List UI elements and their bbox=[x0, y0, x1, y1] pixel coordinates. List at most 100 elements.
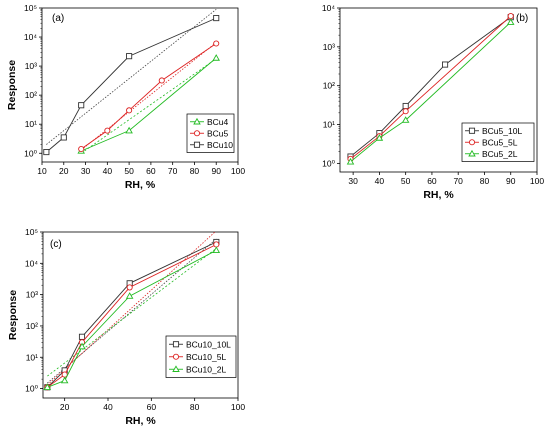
legend-entry: BCu5_10L bbox=[482, 126, 522, 136]
data-point-BCu10_2L bbox=[43, 383, 52, 390]
panel-label: (c) bbox=[50, 239, 62, 250]
y-tick-label: 10³ bbox=[26, 290, 38, 300]
data-point-BCu4 bbox=[212, 54, 220, 61]
legend-entry: BCu10_10L bbox=[186, 339, 231, 349]
data-point-BCu5_5L bbox=[507, 13, 514, 20]
legend-marker bbox=[193, 141, 201, 148]
x-tick-label: 50 bbox=[401, 176, 411, 186]
y-tick-label: 10¹ bbox=[323, 120, 335, 130]
x-tick-label: 80 bbox=[190, 166, 200, 176]
x-tick-label: 90 bbox=[506, 176, 516, 186]
legend-entry: BCu5_5L bbox=[482, 137, 518, 147]
data-point-BCu5_2L bbox=[506, 18, 515, 25]
data-point-BCu5_2L bbox=[401, 116, 410, 123]
plot-frame bbox=[41, 7, 239, 163]
series-line-BCu5_5L bbox=[350, 15, 512, 160]
legend-marker bbox=[468, 149, 476, 157]
data-point-BCu5 bbox=[158, 77, 165, 84]
y-tick-label: 10⁰ bbox=[25, 384, 38, 394]
x-tick-label: 40 bbox=[103, 166, 113, 176]
data-point-BCu10 bbox=[213, 15, 220, 22]
y-tick-label: 10⁴ bbox=[25, 258, 38, 268]
plot-frame bbox=[42, 231, 239, 399]
data-point-BCu10 bbox=[43, 149, 50, 156]
data-point-BCu5_2L bbox=[375, 134, 384, 141]
y-tick-label: 10⁰ bbox=[322, 158, 335, 168]
x-tick-label: 40 bbox=[103, 402, 113, 412]
x-tick-label: 100 bbox=[231, 402, 245, 412]
data-layer bbox=[43, 9, 220, 156]
y-tick-label: 10³ bbox=[25, 61, 37, 71]
y-tick-label: 10² bbox=[323, 81, 335, 91]
legend-marker bbox=[193, 117, 201, 125]
legend-entry: BCu5 bbox=[207, 128, 229, 138]
x-tick-label: 10 bbox=[37, 166, 47, 176]
data-point-BCu5 bbox=[104, 127, 111, 134]
plot-frame bbox=[339, 7, 538, 173]
x-axis-label: RH, % bbox=[125, 415, 156, 427]
legend-entry: BCu10_5L bbox=[186, 352, 226, 362]
x-tick-label: 20 bbox=[59, 166, 69, 176]
data-point-BCu4 bbox=[125, 126, 133, 134]
legend-marker bbox=[193, 130, 201, 137]
fit-line-BCu4 bbox=[80, 58, 217, 154]
y-tick-label: 10¹ bbox=[26, 352, 38, 362]
data-point-BCu10_5L bbox=[126, 284, 133, 291]
x-tick-label: 60 bbox=[147, 402, 157, 412]
y-tick-label: 10⁴ bbox=[24, 32, 37, 42]
legend-marker bbox=[172, 353, 180, 360]
data-point-BCu10_2L bbox=[212, 246, 221, 254]
x-tick-label: 60 bbox=[427, 176, 437, 186]
chart-panel-3: 20 40 60 80 100 10⁰ 10¹ 10² 10³ 10⁴ 10⁵ RH, % Respon… bbox=[7, 227, 245, 427]
x-axis-label: RH, % bbox=[125, 179, 156, 191]
legend-marker bbox=[172, 341, 180, 348]
series-line-BCu5_2L bbox=[350, 21, 512, 163]
panel-label: (a) bbox=[52, 13, 64, 24]
fit-line-BCu10 bbox=[46, 9, 217, 145]
y-tick-label: 10⁴ bbox=[322, 3, 335, 13]
legend-entry: BCu10_2L bbox=[186, 364, 226, 374]
data-point-BCu10_10L bbox=[78, 333, 86, 340]
x-tick-label: 80 bbox=[190, 402, 200, 412]
panel-label: (b) bbox=[516, 13, 528, 24]
data-point-BCu10_2L bbox=[60, 376, 69, 384]
y-tick-label: 10⁵ bbox=[25, 227, 38, 237]
x-tick-label: 90 bbox=[211, 166, 221, 176]
x-tick-label: 80 bbox=[480, 176, 490, 186]
data-point-BCu5_5L bbox=[402, 108, 409, 115]
data-point-BCu10 bbox=[60, 134, 67, 141]
x-tick-label: 70 bbox=[168, 166, 178, 176]
data-point-BCu10_5L bbox=[213, 241, 220, 248]
y-tick-label: 10⁵ bbox=[24, 3, 37, 13]
chart-panel-2: 30 40 50 60 70 80 90 100 10⁰ 10¹ 10² 10³ 10⁴ RH, % (b)… bbox=[322, 3, 544, 201]
legend-marker bbox=[172, 365, 180, 372]
fit-line-BCu10_5L bbox=[47, 232, 216, 386]
data-point-BCu5 bbox=[213, 40, 220, 47]
data-point-BCu5_10L bbox=[442, 61, 449, 68]
legend-marker bbox=[468, 127, 476, 134]
fit-line-BCu10_2L bbox=[47, 248, 217, 377]
data-point-BCu5_2L bbox=[346, 157, 355, 165]
data-point-BCu10 bbox=[126, 53, 133, 60]
x-tick-label: 100 bbox=[530, 176, 544, 186]
x-tick-label: 30 bbox=[348, 176, 358, 186]
y-tick-label: 10³ bbox=[323, 42, 335, 52]
x-tick-label: 40 bbox=[375, 176, 385, 186]
x-tick-label: 70 bbox=[453, 176, 463, 186]
legend: BCu10_10L BCu10_5L BCu10_2L bbox=[165, 335, 237, 378]
x-tick-label: 20 bbox=[60, 402, 70, 412]
legend-entry: BCu10 bbox=[207, 140, 233, 150]
data-point-BCu10_2L bbox=[125, 292, 134, 299]
y-tick-label: 10⁰ bbox=[24, 148, 37, 158]
x-tick-label: 30 bbox=[81, 166, 91, 176]
data-point-BCu5 bbox=[126, 107, 133, 114]
x-tick-label: 60 bbox=[146, 166, 156, 176]
chart-panel-1: 10 20 30 40 50 60 70 80 90 100 10⁰ 10¹ 10² 10³ 10⁴ 10⁵ R… bbox=[6, 3, 245, 191]
x-tick-label: 100 bbox=[231, 166, 245, 176]
y-axis-label: Response bbox=[6, 60, 18, 110]
y-tick-label: 10² bbox=[26, 321, 38, 331]
data-point-BCu10 bbox=[78, 102, 85, 109]
